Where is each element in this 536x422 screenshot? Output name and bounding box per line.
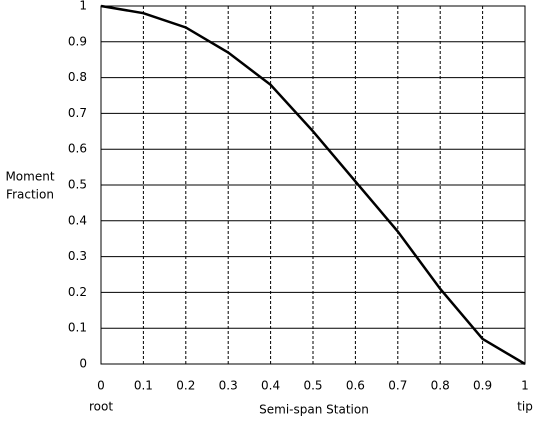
data-line (100, 4, 526, 366)
plot-frame (100, 5, 526, 365)
y-tick-label: 0.1 (68, 321, 87, 335)
y-tick-label: 0.8 (68, 70, 87, 84)
y-tick-label: 0.7 (68, 106, 87, 120)
x-tick-label: 0 (97, 379, 105, 393)
x-tick-label: 1 (521, 379, 529, 393)
annotation: root (89, 400, 113, 414)
x-tick-label: 0.5 (303, 379, 322, 393)
y-tick-label: 0.9 (68, 34, 87, 48)
x-tick-label: 0.8 (431, 379, 450, 393)
y-axis-label: Moment (5, 170, 54, 184)
y-tick-label: 0.3 (68, 249, 87, 263)
x-axis-label: Semi-span Station (259, 403, 369, 417)
y-tick-label: 0.5 (68, 178, 87, 192)
y-tick-label: 0.2 (68, 285, 87, 299)
x-tick-label: 0.3 (219, 379, 238, 393)
y-tick-label: 0.4 (68, 213, 87, 227)
annotation: tip (517, 400, 533, 414)
y-tick-label: 0 (79, 357, 87, 371)
x-tick-label: 0.7 (388, 379, 407, 393)
x-tick-label: 0.6 (346, 379, 365, 393)
x-tick-label: 0.4 (261, 379, 280, 393)
x-tick-label: 0.2 (176, 379, 195, 393)
y-tick-label: 0.6 (68, 142, 87, 156)
y-tick-label: 1 (79, 0, 87, 13)
x-tick-label: 0.9 (473, 379, 492, 393)
x-tick-label: 0.1 (134, 379, 153, 393)
y-axis-label: Fraction (6, 188, 54, 202)
